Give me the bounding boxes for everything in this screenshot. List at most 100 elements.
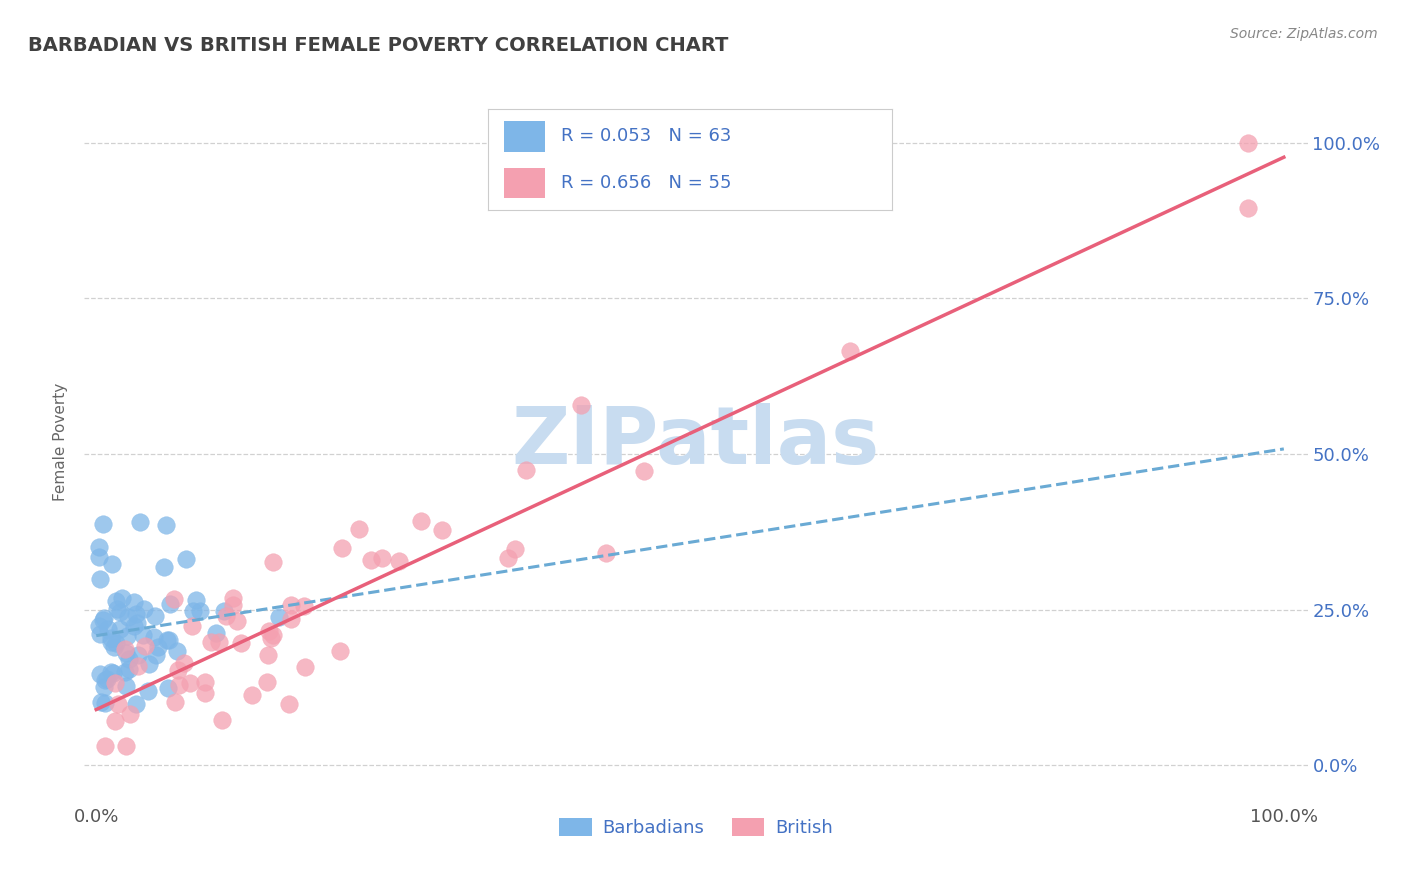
Point (256, 648, 278, 662)
Point (117, 610, 139, 624)
Point (87, 550, 110, 565)
Point (114, 642, 136, 657)
Point (329, 644, 352, 658)
Point (256, 675, 278, 690)
Point (114, 665, 136, 680)
Point (515, 463, 537, 477)
Point (153, 559, 176, 574)
Point (173, 656, 195, 670)
Point (96, 673, 118, 687)
Point (87, 541, 110, 555)
Point (124, 595, 146, 609)
Point (292, 599, 315, 613)
Point (138, 684, 160, 698)
Point (1237, 136, 1260, 150)
Point (163, 592, 186, 607)
Point (127, 615, 149, 630)
Point (633, 464, 655, 478)
Point (118, 706, 141, 721)
Point (145, 648, 167, 663)
Point (94, 696, 117, 710)
Point (104, 714, 127, 728)
Point (294, 659, 316, 673)
Point (280, 611, 302, 625)
Point (181, 604, 204, 618)
Point (104, 676, 127, 690)
Point (89, 573, 111, 587)
Point (100, 665, 122, 680)
Point (200, 635, 222, 649)
Point (100, 635, 122, 649)
Point (115, 630, 138, 644)
Point (180, 619, 202, 633)
Point (93, 739, 115, 754)
Point (127, 659, 149, 673)
Point (430, 523, 453, 537)
Point (207, 635, 229, 649)
Point (93, 611, 115, 625)
Point (107, 697, 129, 711)
Point (124, 607, 146, 622)
Point (1237, 202, 1260, 216)
Point (370, 550, 392, 565)
Point (87, 619, 110, 633)
Point (169, 678, 191, 692)
Point (194, 685, 217, 699)
Point (132, 628, 155, 642)
Point (159, 597, 181, 611)
Point (156, 632, 179, 647)
Point (104, 636, 127, 650)
Point (142, 630, 165, 644)
Point (257, 624, 280, 639)
Point (387, 554, 409, 568)
Point (122, 619, 145, 633)
Point (138, 657, 160, 671)
Text: Source: ZipAtlas.com: Source: ZipAtlas.com (1230, 27, 1378, 41)
Point (215, 609, 238, 624)
Point (595, 546, 617, 560)
Point (262, 555, 284, 569)
Point (155, 518, 177, 533)
Point (91, 614, 114, 628)
Point (90, 695, 112, 709)
Point (108, 623, 131, 637)
Point (360, 553, 382, 567)
Legend: Barbadians, British: Barbadians, British (553, 811, 839, 845)
Point (174, 551, 197, 566)
Point (166, 664, 188, 678)
Point (115, 647, 138, 661)
Point (503, 542, 526, 557)
Text: ZIPatlas: ZIPatlas (512, 402, 880, 481)
Point (498, 551, 520, 566)
Text: BARBADIAN VS BRITISH FEMALE POVERTY CORRELATION CHART: BARBADIAN VS BRITISH FEMALE POVERTY CORR… (28, 36, 728, 54)
Point (179, 676, 201, 690)
Point (211, 713, 233, 727)
Point (146, 640, 169, 655)
Point (838, 344, 860, 359)
Point (184, 593, 207, 607)
Point (105, 594, 128, 608)
Point (110, 605, 132, 619)
Point (569, 398, 592, 412)
Point (157, 633, 180, 648)
Point (163, 695, 186, 709)
Point (101, 557, 124, 571)
Point (129, 516, 152, 530)
Point (89, 667, 111, 681)
Point (260, 631, 283, 645)
Point (127, 648, 149, 662)
Point (110, 591, 132, 606)
Point (89, 627, 111, 641)
Point (280, 598, 302, 612)
Point (221, 591, 243, 605)
Y-axis label: Female Poverty: Female Poverty (53, 383, 69, 500)
Point (97, 622, 120, 636)
Point (205, 625, 228, 640)
Point (93, 680, 115, 694)
Point (278, 697, 301, 711)
Point (229, 636, 252, 650)
Point (118, 662, 141, 676)
Point (101, 666, 124, 681)
Point (134, 602, 156, 616)
Point (156, 681, 179, 696)
